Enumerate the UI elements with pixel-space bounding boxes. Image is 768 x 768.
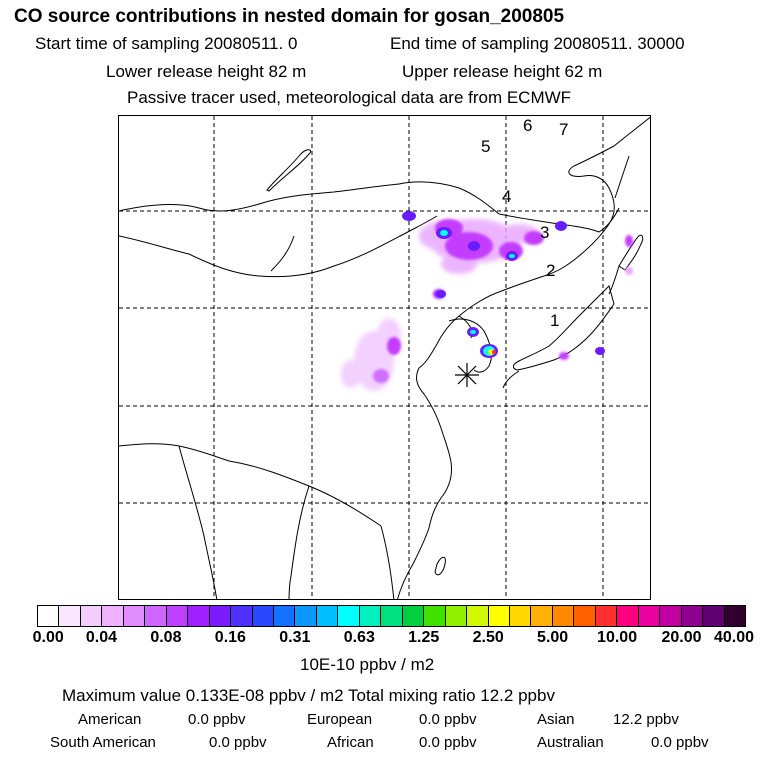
coastlines	[119, 116, 650, 599]
colorbar-segment	[552, 606, 575, 626]
colorbar-segment	[617, 606, 639, 626]
colorbar-tick-label: 2.50	[472, 629, 504, 646]
colorbar-segment	[295, 606, 317, 626]
lower-release-label: Lower release height 82 m	[106, 62, 307, 81]
colorbar-tick-label: 0.31	[279, 629, 311, 646]
colorbar-segment	[509, 606, 532, 626]
colorbar-segment	[338, 606, 360, 626]
colorbar-segment	[188, 606, 210, 626]
plot-title: CO source contributions in nested domain…	[14, 6, 565, 27]
region-american-value: 0.0 ppbv	[188, 711, 246, 728]
colorbar-tick-label: 0.16	[214, 629, 246, 646]
trajectory-label-2: 2	[546, 261, 556, 280]
region-south-american: South American	[50, 734, 156, 751]
map-panel: 1 2 3 4 5 6 7	[118, 115, 651, 600]
region-asian: Asian	[537, 711, 575, 728]
colorbar-tick-label: 40.00	[713, 629, 755, 646]
colorbar-segment	[102, 606, 124, 626]
trajectory-label-7: 7	[559, 120, 569, 139]
colorbar-tick-label: 1.25	[408, 629, 440, 646]
colorbar-segment	[703, 606, 725, 626]
start-time-label: Start time of sampling 20080511. 0	[35, 34, 298, 53]
concentration-plume	[341, 211, 633, 391]
colorbar-segment	[638, 606, 661, 626]
region-african: African	[327, 734, 374, 751]
colorbar-segment	[231, 606, 253, 626]
colorbar-segment	[273, 606, 296, 626]
tracer-label: Passive tracer used, meteorological data…	[127, 88, 572, 107]
colorbar-segment	[660, 606, 682, 626]
colorbar-tick-label: 0.04	[85, 629, 118, 646]
colorbar-segment	[59, 606, 81, 626]
region-european-value: 0.0 ppbv	[419, 711, 477, 728]
colorbar-segment	[424, 606, 446, 626]
region-american: American	[78, 711, 142, 728]
region-asian-value: 12.2 ppbv	[613, 711, 679, 728]
colorbar-segment	[681, 606, 704, 626]
colorbar-segment	[166, 606, 189, 626]
colorbar-segment	[574, 606, 596, 626]
colorbar-segment	[80, 606, 103, 626]
region-australian: Australian	[537, 734, 604, 751]
lat-lon-grid	[119, 116, 650, 599]
colorbar-tick-label: 10.00	[597, 629, 638, 646]
colorbar-segment	[488, 606, 510, 626]
colorbar-segment	[467, 606, 489, 626]
colorbar-segment	[381, 606, 403, 626]
colorbar-segment	[316, 606, 339, 626]
colorbar-segment	[724, 606, 745, 626]
region-australian-value: 0.0 ppbv	[651, 734, 709, 751]
colorbar-segment	[38, 606, 60, 626]
trajectory-label-3: 3	[540, 223, 550, 242]
region-european: European	[307, 711, 373, 728]
colorbar-segment	[445, 606, 468, 626]
colorbar-tick-label: 0.00	[32, 629, 64, 646]
asterisk-marker	[455, 363, 479, 387]
trajectory-label-6: 6	[523, 116, 533, 135]
colorbar-units: 10E-10 ppbv / m2	[300, 655, 435, 674]
colorbar-segment	[145, 606, 167, 626]
region-african-value: 0.0 ppbv	[419, 734, 477, 751]
colorbar-tick-label: 5.00	[537, 629, 569, 646]
region-south-american-value: 0.0 ppbv	[209, 734, 267, 751]
colorbar	[37, 605, 746, 627]
colorbar-segment	[359, 606, 382, 626]
trajectory-label-4: 4	[502, 187, 512, 206]
colorbar-tick-label: 20.00	[661, 629, 702, 646]
colorbar-segment	[123, 606, 146, 626]
colorbar-segment	[252, 606, 274, 626]
colorbar-tick-label: 0.08	[150, 629, 182, 646]
colorbar-segment	[531, 606, 553, 626]
colorbar-segment	[402, 606, 425, 626]
upper-release-label: Upper release height 62 m	[402, 62, 603, 81]
colorbar-tick-label: 0.63	[343, 629, 375, 646]
trajectory-label-5: 5	[481, 137, 491, 156]
map-canvas	[119, 116, 650, 599]
max-value-line: Maximum value 0.133E-08 ppbv / m2 Total …	[62, 686, 555, 705]
colorbar-segment	[209, 606, 232, 626]
colorbar-segment	[595, 606, 618, 626]
trajectory-label-1: 1	[550, 311, 560, 330]
end-time-label: End time of sampling 20080511. 30000	[390, 34, 685, 53]
